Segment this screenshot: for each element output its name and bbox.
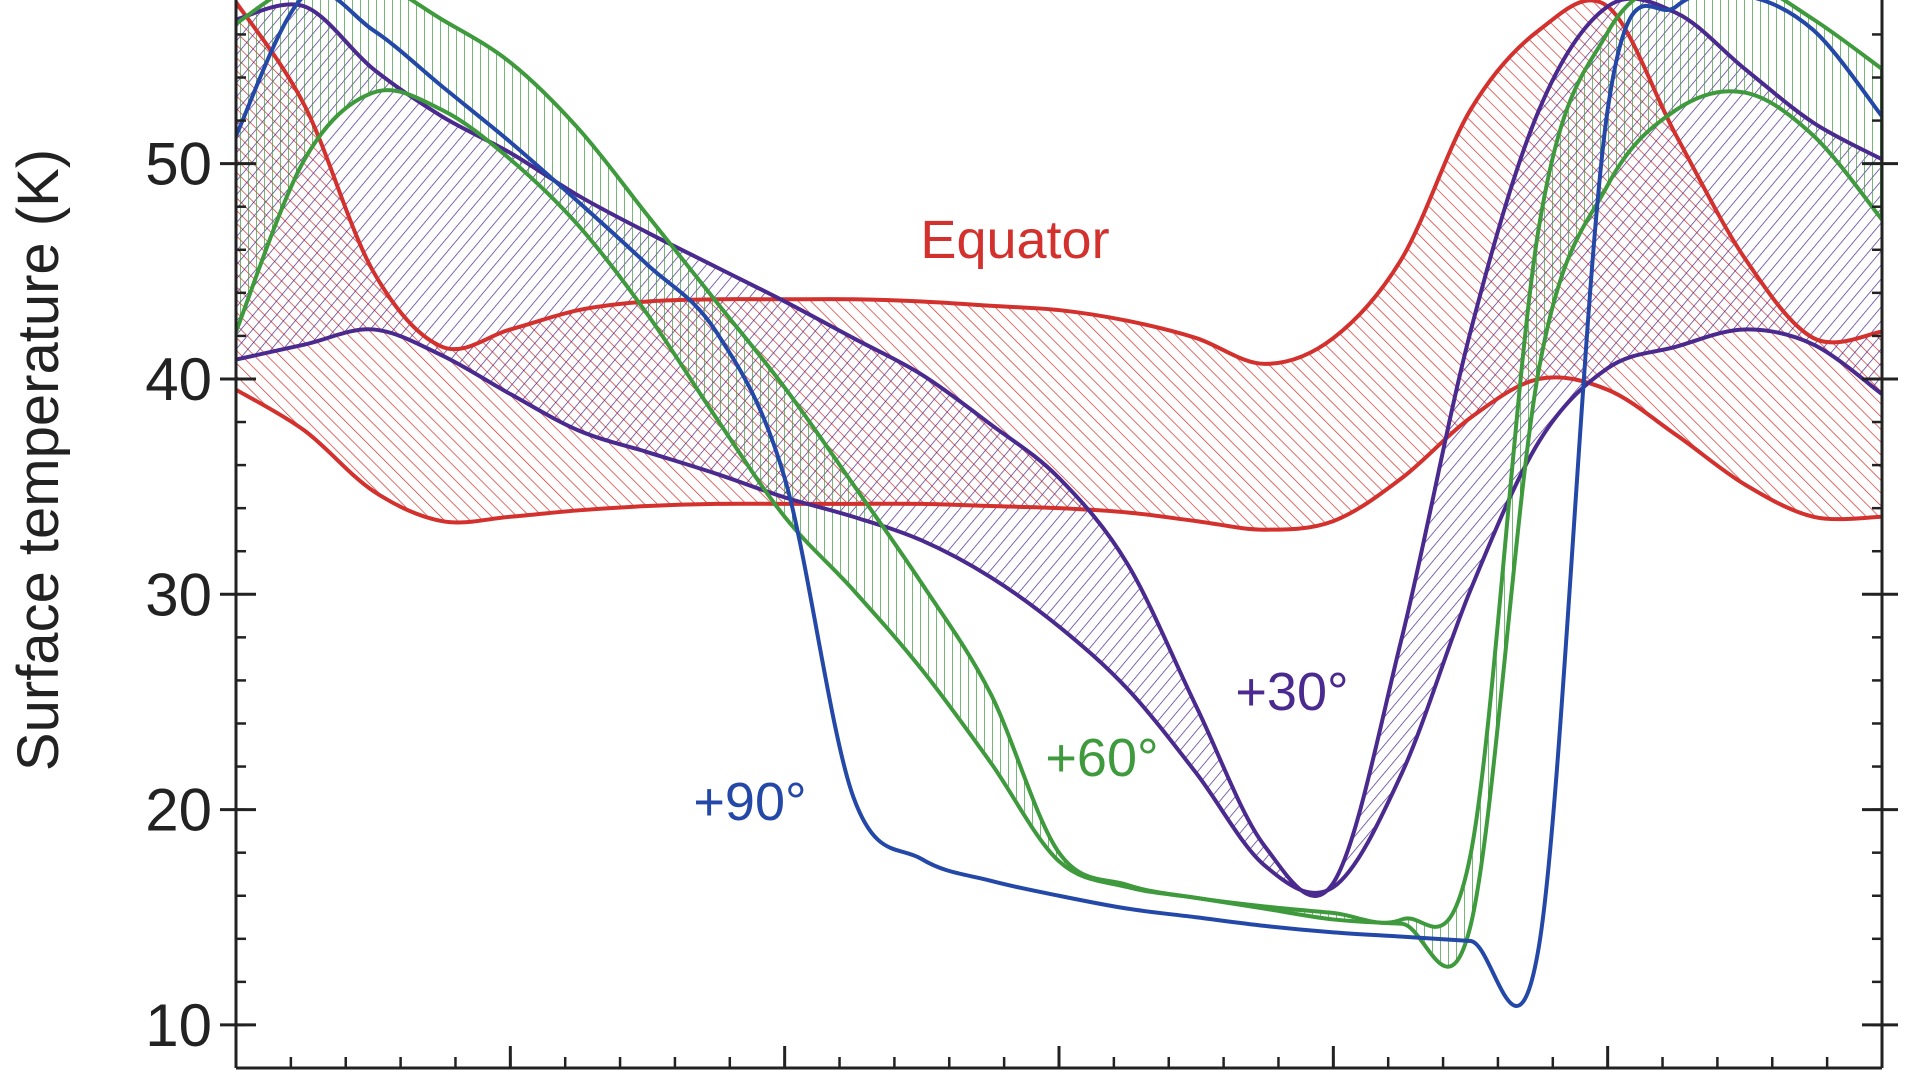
series-label: +90° — [693, 772, 806, 832]
series-label: Equator — [920, 210, 1109, 270]
hatched-band — [236, 0, 1882, 967]
y-tick-label: 20 — [145, 777, 212, 844]
series-line — [236, 0, 1882, 898]
series-label: +30° — [1235, 662, 1348, 722]
series-line — [236, 88, 1882, 969]
plot-area — [236, 0, 1882, 1009]
y-tick-label: 30 — [145, 561, 212, 628]
series-line — [236, 375, 1882, 532]
y-tick-label: 50 — [145, 131, 212, 198]
y-axis-title: Surface temperature (K) — [6, 149, 71, 771]
series-label: +60° — [1045, 728, 1158, 788]
series-line — [236, 0, 1882, 1009]
y-tick-label: 10 — [145, 992, 212, 1059]
series-line — [236, 327, 1882, 895]
y-tick-label: 40 — [145, 346, 212, 413]
